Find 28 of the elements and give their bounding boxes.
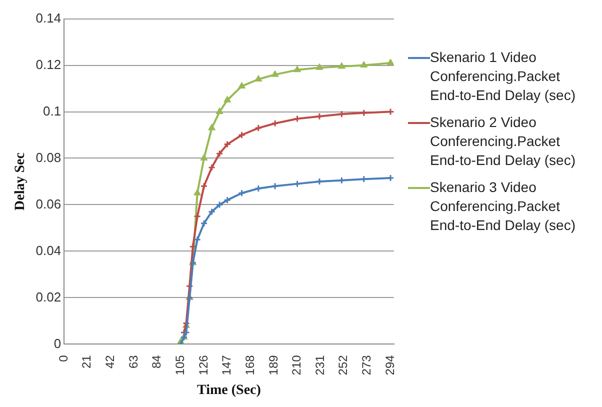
- legend-label: Skenario 1 Video Conferencing.Packet End-to-End Delay (sec): [430, 48, 577, 105]
- y-tick-label: 0.08: [36, 150, 62, 165]
- x-tick-label: 189: [266, 354, 280, 376]
- x-tick-label: 231: [312, 354, 327, 376]
- y-tick-label: 0.06: [36, 196, 62, 212]
- x-tick-label: 168: [242, 354, 257, 376]
- x-tick-label: 252: [336, 354, 350, 376]
- y-tick-label: 0.1: [43, 103, 62, 118]
- y-tick-label: 0.04: [36, 242, 62, 258]
- x-tick-label: 147: [220, 354, 234, 376]
- x-tick-label: 63: [126, 354, 140, 369]
- y-tick-label: 0.14: [36, 10, 62, 26]
- x-tick-label: 84: [150, 354, 164, 369]
- x-tick-label: 210: [290, 354, 304, 376]
- x-axis-title: Time (Sec): [197, 383, 262, 398]
- x-tick-label: 273: [360, 354, 374, 376]
- legend-label: Skenario 2 Video Conferencing.Packet End-to-End Delay (sec): [430, 113, 577, 170]
- x-tick-label: 42: [103, 354, 118, 369]
- legend-label: Skenario 3 Video Conferencing.Packet End-to-End Delay (sec): [430, 178, 577, 235]
- x-tick-label: 0: [56, 354, 70, 362]
- x-tick-label: 294: [382, 354, 397, 376]
- x-tick-label: 21: [80, 354, 94, 369]
- x-tick-label: 105: [172, 354, 187, 376]
- y-tick-label: 0.12: [36, 56, 62, 72]
- y-axis-title: Delay Sec: [13, 152, 28, 210]
- y-tick-label: 0.02: [36, 289, 62, 304]
- y-tick-label: 0: [54, 336, 62, 351]
- x-tick-label: 126: [196, 354, 210, 376]
